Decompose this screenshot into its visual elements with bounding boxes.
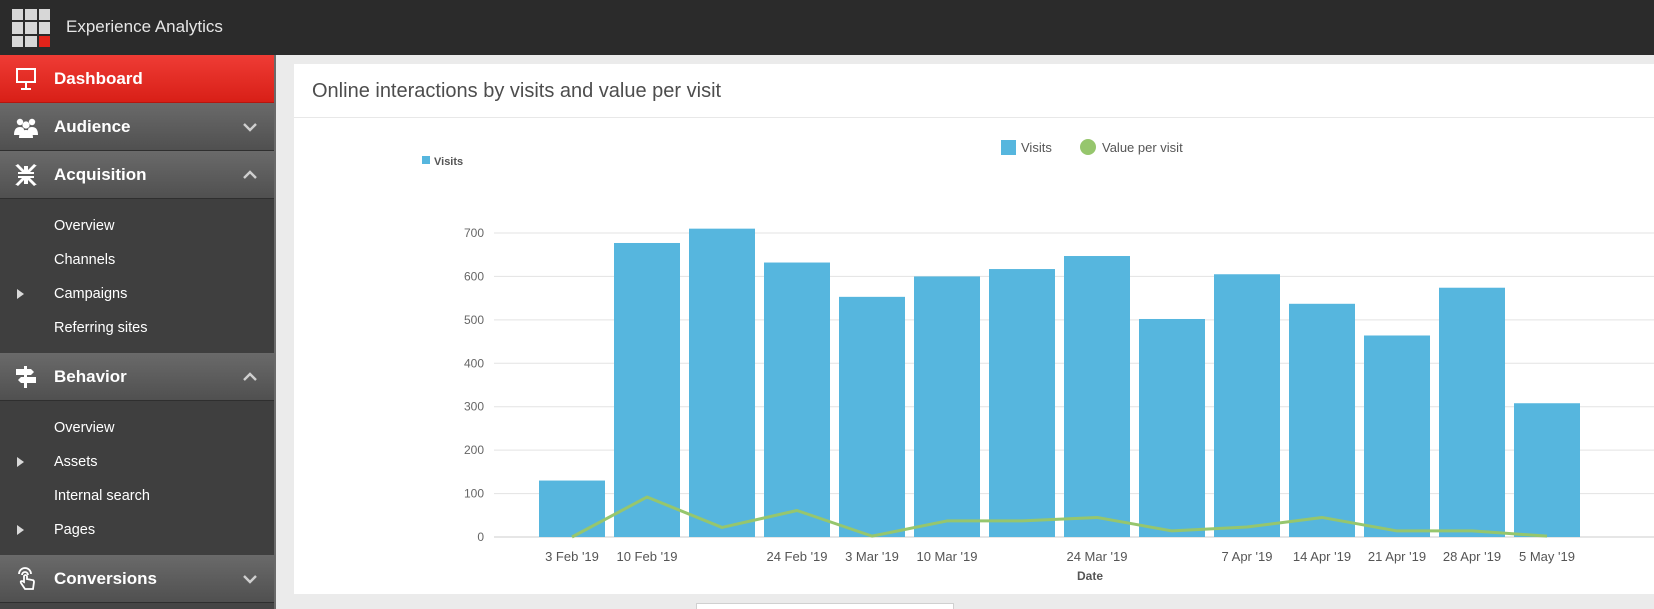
bar bbox=[764, 262, 830, 537]
y-tick-label: 600 bbox=[464, 269, 484, 283]
panel-bottom-tab bbox=[696, 603, 954, 609]
legend-value-swatch bbox=[1080, 139, 1096, 155]
chevron-down-icon[interactable] bbox=[242, 119, 258, 135]
subitem-label: Channels bbox=[54, 252, 116, 268]
chevron-up-icon[interactable] bbox=[242, 167, 258, 183]
bar bbox=[1514, 403, 1580, 537]
bar bbox=[1364, 335, 1430, 537]
top-bar: Experience Analytics bbox=[0, 0, 1654, 55]
presentation-board-icon bbox=[16, 68, 36, 90]
panel-divider bbox=[294, 117, 1654, 118]
bar bbox=[689, 228, 755, 537]
bar bbox=[1139, 318, 1205, 537]
x-tick-label: 28 Apr '19 bbox=[1443, 549, 1501, 564]
x-tick-label: 24 Feb '19 bbox=[766, 549, 827, 564]
behavior-submenu: Overview Assets Internal search Pages bbox=[0, 401, 274, 555]
bar bbox=[1289, 303, 1355, 537]
sidebar-item-label: Acquisition bbox=[54, 164, 147, 184]
x-tick-label: 5 May '19 bbox=[1519, 549, 1575, 564]
expand-triangle-icon[interactable] bbox=[17, 525, 24, 535]
signpost-icon bbox=[16, 366, 36, 388]
legend-value-label: Value per visit bbox=[1102, 140, 1183, 155]
y-tick-label: 0 bbox=[477, 530, 484, 544]
chart-panel: Online interactions by visits and value … bbox=[294, 64, 1654, 594]
app-grid-icon[interactable] bbox=[12, 9, 50, 47]
subitem-label: Campaigns bbox=[54, 286, 128, 302]
legend-visits-label: Visits bbox=[1021, 140, 1052, 155]
y-tick-label: 300 bbox=[464, 400, 484, 414]
x-tick-label: 21 Apr '19 bbox=[1368, 549, 1426, 564]
bar bbox=[539, 480, 605, 537]
x-tick-label: 3 Feb '19 bbox=[545, 549, 599, 564]
visits-chart: 0 100 200 300 400 500 600 700 3 Feb '19 10 Feb '1… bbox=[422, 139, 1654, 583]
sidebar-item-behavior[interactable]: Behavior bbox=[0, 353, 274, 401]
x-tick-label: 10 Mar '19 bbox=[916, 549, 977, 564]
subitem-label: Overview bbox=[54, 420, 115, 436]
x-tick-label: 7 Apr '19 bbox=[1222, 549, 1273, 564]
subitem-label: Internal search bbox=[54, 488, 150, 504]
expand-triangle-icon[interactable] bbox=[17, 457, 24, 467]
bar bbox=[839, 296, 905, 537]
sidebar-item-label: Dashboard bbox=[54, 68, 143, 88]
sidebar-item-acquisition[interactable]: Acquisition bbox=[0, 151, 274, 199]
sidebar-subitem-assets[interactable]: Assets bbox=[0, 445, 274, 479]
x-tick-label: 3 Mar '19 bbox=[845, 549, 899, 564]
sidebar-subitem-campaigns[interactable]: Campaigns bbox=[0, 277, 274, 311]
subitem-label: Overview bbox=[54, 218, 115, 234]
subitem-label: Pages bbox=[54, 522, 96, 538]
bar bbox=[1064, 256, 1130, 537]
y-tick-label: 200 bbox=[464, 443, 484, 457]
arrows-inward-icon bbox=[15, 164, 37, 186]
y-tick-label: 400 bbox=[464, 356, 484, 370]
expand-triangle-icon[interactable] bbox=[17, 289, 24, 299]
sidebar-item-conversions[interactable]: Conversions bbox=[0, 555, 274, 603]
bar bbox=[614, 242, 680, 537]
y-tick-label: 100 bbox=[464, 487, 484, 501]
acquisition-submenu: Overview Channels Campaigns Referring si… bbox=[0, 199, 274, 353]
series-label-swatch bbox=[422, 156, 430, 164]
series-label: Visits bbox=[434, 156, 463, 168]
sidebar-item-label: Behavior bbox=[54, 366, 127, 386]
sidebar-subitem-internal-search[interactable]: Internal search bbox=[0, 479, 274, 513]
y-tick-label: 500 bbox=[464, 313, 484, 327]
sidebar-subitem-channels[interactable]: Channels bbox=[0, 243, 274, 277]
people-group-icon bbox=[14, 118, 38, 138]
sidebar: Dashboard Audience Acquisition Overview bbox=[0, 55, 276, 609]
sidebar-subitem-behavior-overview[interactable]: Overview bbox=[0, 411, 274, 445]
bar bbox=[1214, 274, 1280, 537]
sidebar-item-audience[interactable]: Audience bbox=[0, 103, 274, 151]
value-per-visit-line bbox=[571, 495, 1548, 539]
legend-visits-swatch bbox=[1001, 140, 1016, 155]
sidebar-item-label: Conversions bbox=[54, 568, 157, 588]
x-tick-label: 14 Apr '19 bbox=[1293, 549, 1351, 564]
sidebar-subitem-pages[interactable]: Pages bbox=[0, 513, 274, 547]
sidebar-subitem-acquisition-overview[interactable]: Overview bbox=[0, 209, 274, 243]
bar bbox=[1439, 287, 1505, 537]
y-tick-label: 700 bbox=[464, 226, 484, 240]
bar bbox=[914, 276, 980, 537]
sidebar-subitem-referring-sites[interactable]: Referring sites bbox=[0, 311, 274, 345]
touch-hand-icon bbox=[18, 567, 35, 590]
sidebar-item-label: Audience bbox=[54, 116, 131, 136]
x-axis-title: Date bbox=[1077, 569, 1103, 583]
app-title: Experience Analytics bbox=[66, 17, 223, 36]
chevron-up-icon[interactable] bbox=[242, 369, 258, 385]
sidebar-item-dashboard[interactable]: Dashboard bbox=[0, 55, 274, 103]
bar bbox=[989, 269, 1055, 537]
subitem-label: Referring sites bbox=[54, 320, 148, 336]
chevron-down-icon[interactable] bbox=[242, 571, 258, 587]
x-tick-label: 10 Feb '19 bbox=[616, 549, 677, 564]
x-tick-label: 24 Mar '19 bbox=[1066, 549, 1127, 564]
subitem-label: Assets bbox=[54, 454, 98, 470]
panel-title: Online interactions by visits and value … bbox=[312, 80, 722, 102]
